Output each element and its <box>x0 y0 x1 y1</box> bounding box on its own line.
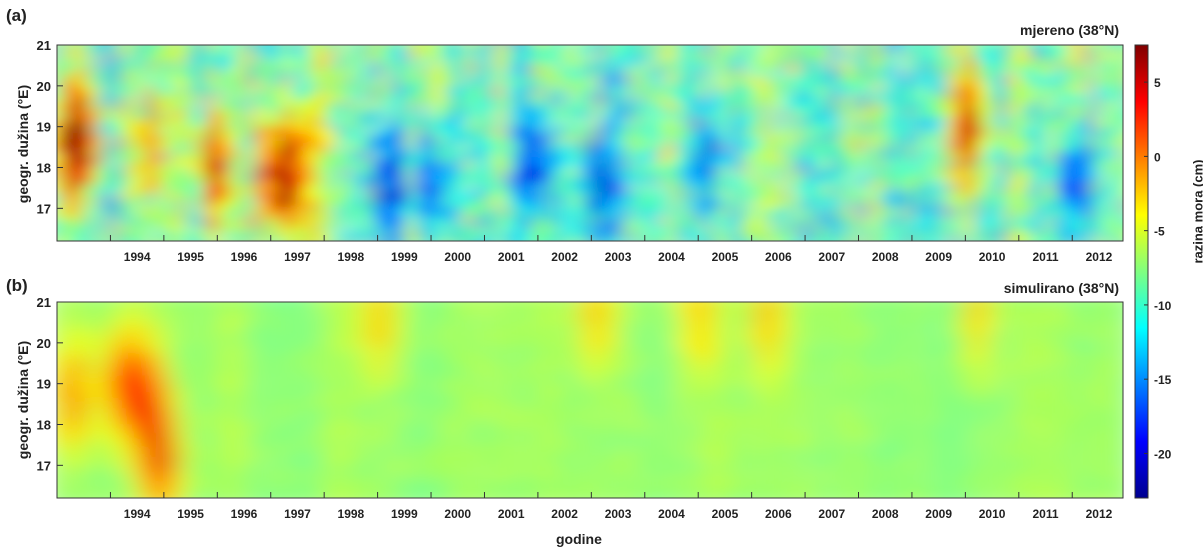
x-tick-label: 2012 <box>1086 507 1113 521</box>
y-tick-label: 18 <box>37 418 51 433</box>
x-tick-label: 1998 <box>338 250 365 264</box>
x-tick-label: 2001 <box>498 250 525 264</box>
x-tick-label: 2000 <box>444 250 471 264</box>
y-tick-label: 20 <box>37 79 51 94</box>
panel-b-letter: (b) <box>6 276 28 295</box>
x-tick-label: 2003 <box>605 250 632 264</box>
panel-b-frame <box>56 301 1124 499</box>
x-tick-label: 2000 <box>444 507 471 521</box>
y-tick-label: 17 <box>37 201 51 216</box>
panel-b-title: simulirano (38°N) <box>1003 280 1119 296</box>
x-tick-label: 2011 <box>1032 507 1058 521</box>
x-tick-label: 2010 <box>979 507 1006 521</box>
x-axis-label: godine <box>556 531 602 547</box>
x-tick-label: 2006 <box>765 250 792 264</box>
x-tick-label: 1997 <box>284 507 311 521</box>
x-tick-label: 2011 <box>1032 250 1058 264</box>
x-tick-label: 1999 <box>391 507 418 521</box>
x-tick-label: 2008 <box>872 250 899 264</box>
x-tick-label: 1995 <box>177 507 204 521</box>
x-tick-label: 2010 <box>979 250 1006 264</box>
x-tick-label: 2005 <box>712 507 739 521</box>
colorbar-tick-label: -5 <box>1154 225 1165 239</box>
y-tick-label: 19 <box>37 120 51 135</box>
x-tick-label: 2008 <box>872 507 899 521</box>
x-tick-label: 2003 <box>605 507 632 521</box>
x-tick-label: 1994 <box>124 250 151 264</box>
x-tick-label: 2001 <box>498 507 525 521</box>
colorbar-tick-label: -15 <box>1154 373 1172 387</box>
x-tick-label: 2006 <box>765 507 792 521</box>
x-tick-label: 1994 <box>124 507 151 521</box>
y-tick-label: 20 <box>37 336 51 351</box>
x-tick-label: 2009 <box>925 507 952 521</box>
colorbar-tick-label: 0 <box>1154 150 1161 164</box>
y-tick-label: 18 <box>37 161 51 176</box>
x-tick-label: 2002 <box>551 507 578 521</box>
y-tick-label: 21 <box>37 38 51 53</box>
x-tick-label: 1996 <box>231 507 258 521</box>
colorbar-tick-label: -20 <box>1154 447 1172 461</box>
x-tick-label: 2007 <box>818 250 845 264</box>
x-tick-label: 1998 <box>338 507 365 521</box>
x-tick-label: 2002 <box>551 250 578 264</box>
y-tick-label: 21 <box>37 295 51 310</box>
y-tick-label: 19 <box>37 377 51 392</box>
x-tick-label: 2005 <box>712 250 739 264</box>
colorbar-tick-label: 5 <box>1154 76 1161 90</box>
colorbar-tick-label: -10 <box>1154 299 1172 313</box>
panel-b-heatmap <box>57 302 1123 498</box>
x-tick-label: 1997 <box>284 250 311 264</box>
x-tick-label: 2009 <box>925 250 952 264</box>
x-tick-label: 2007 <box>818 507 845 521</box>
x-tick-label: 2004 <box>658 250 685 264</box>
panel-a-heatmap <box>57 45 1123 241</box>
panel-a-title: mjereno (38°N) <box>1020 22 1119 38</box>
x-tick-label: 1999 <box>391 250 418 264</box>
x-tick-label: 2012 <box>1086 250 1113 264</box>
x-tick-label: 1996 <box>231 250 258 264</box>
colorbar: 5 0 -5 -10 -15 -20 <box>1134 44 1172 499</box>
panel-a-letter: (a) <box>6 6 27 25</box>
x-tick-label: 2004 <box>658 507 685 521</box>
y-tick-label: 17 <box>37 458 51 473</box>
x-tick-label: 1995 <box>177 250 204 264</box>
panel-a-frame <box>56 44 1124 242</box>
